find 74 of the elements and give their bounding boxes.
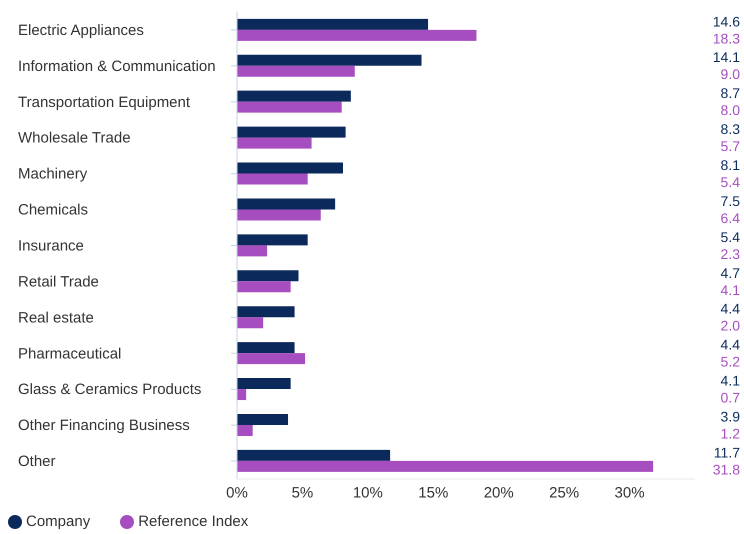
text: 4.4 bbox=[720, 300, 740, 317]
bar bbox=[237, 414, 288, 425]
text: 8.1 bbox=[720, 157, 740, 174]
text: 5.4 bbox=[720, 228, 740, 245]
bar bbox=[237, 306, 295, 318]
text: 8.0 bbox=[720, 102, 740, 118]
x-tick-label: 20% bbox=[484, 484, 514, 502]
bar bbox=[237, 270, 299, 282]
x-tick-label: 10% bbox=[352, 484, 383, 502]
bar bbox=[237, 209, 321, 220]
text: 4.1 bbox=[720, 282, 740, 298]
text: 2.3 bbox=[720, 246, 740, 262]
text: 4.4 bbox=[720, 336, 740, 353]
bar bbox=[237, 18, 428, 30]
y-tick-label: Real estate bbox=[18, 309, 94, 326]
bar bbox=[237, 102, 342, 113]
text: 4.7 bbox=[720, 264, 740, 281]
y-tick-label: Glass & Ceramics Products bbox=[18, 381, 202, 398]
text: 1.2 bbox=[720, 425, 740, 442]
y-tick-label: Other Financing Business bbox=[18, 417, 190, 434]
text: 18.3 bbox=[712, 30, 740, 46]
bar bbox=[237, 450, 390, 461]
x-tick-label: 15% bbox=[418, 484, 448, 502]
bar bbox=[237, 342, 295, 354]
text: 6.4 bbox=[720, 210, 740, 226]
x-tick-label: 25% bbox=[549, 484, 580, 502]
text: 14.6 bbox=[712, 13, 740, 30]
text: 31.8 bbox=[712, 461, 740, 478]
bar bbox=[237, 126, 346, 138]
text: 2.0 bbox=[720, 318, 740, 334]
bar bbox=[237, 353, 306, 364]
bar bbox=[237, 30, 476, 41]
bar bbox=[237, 138, 312, 149]
legend-label: Company bbox=[26, 513, 90, 530]
text: 11.7 bbox=[714, 444, 740, 460]
text: 5.4 bbox=[720, 174, 740, 190]
bar bbox=[237, 162, 343, 174]
x-tick-label: 0% bbox=[226, 484, 248, 502]
text: 9.0 bbox=[720, 66, 740, 82]
y-tick-label: Transportation Equipment bbox=[18, 94, 191, 111]
bar bbox=[237, 234, 308, 246]
text: 14.1 bbox=[712, 49, 740, 66]
text: 5.2 bbox=[720, 354, 740, 370]
y-tick-label: Electric Appliances bbox=[18, 22, 144, 39]
y-tick-label: Retail Trade bbox=[18, 273, 99, 290]
y-tick-label: Chemicals bbox=[18, 202, 88, 219]
text: 0.7 bbox=[720, 390, 740, 406]
x-tick-label: 5% bbox=[292, 484, 314, 502]
text: 8.3 bbox=[720, 121, 740, 138]
bar bbox=[237, 66, 355, 77]
y-tick-label: Wholesale Trade bbox=[18, 130, 131, 147]
bar bbox=[237, 389, 246, 400]
bar bbox=[237, 174, 308, 185]
bar bbox=[237, 424, 253, 436]
text: 7.5 bbox=[720, 192, 740, 209]
x-tick-label: 30% bbox=[614, 484, 645, 502]
y-tick-label: Pharmaceutical bbox=[18, 345, 122, 362]
y-tick-label: Other bbox=[18, 453, 56, 470]
bar bbox=[237, 460, 654, 472]
y-tick-label: Information & Communication bbox=[18, 58, 216, 75]
bar bbox=[237, 281, 291, 292]
text: 8.7 bbox=[720, 85, 740, 102]
bar bbox=[237, 54, 422, 66]
y-tick-label: Insurance bbox=[18, 238, 84, 254]
text: 3.9 bbox=[720, 408, 740, 424]
text: 5.7 bbox=[720, 138, 740, 154]
legend-label: Reference Index bbox=[138, 513, 248, 530]
bar bbox=[237, 198, 336, 210]
text: 4.1 bbox=[720, 372, 740, 389]
bar bbox=[237, 317, 264, 328]
bar bbox=[237, 245, 268, 256]
bar bbox=[237, 90, 351, 102]
bar bbox=[237, 378, 291, 390]
y-tick-label: Machinery bbox=[18, 166, 88, 183]
